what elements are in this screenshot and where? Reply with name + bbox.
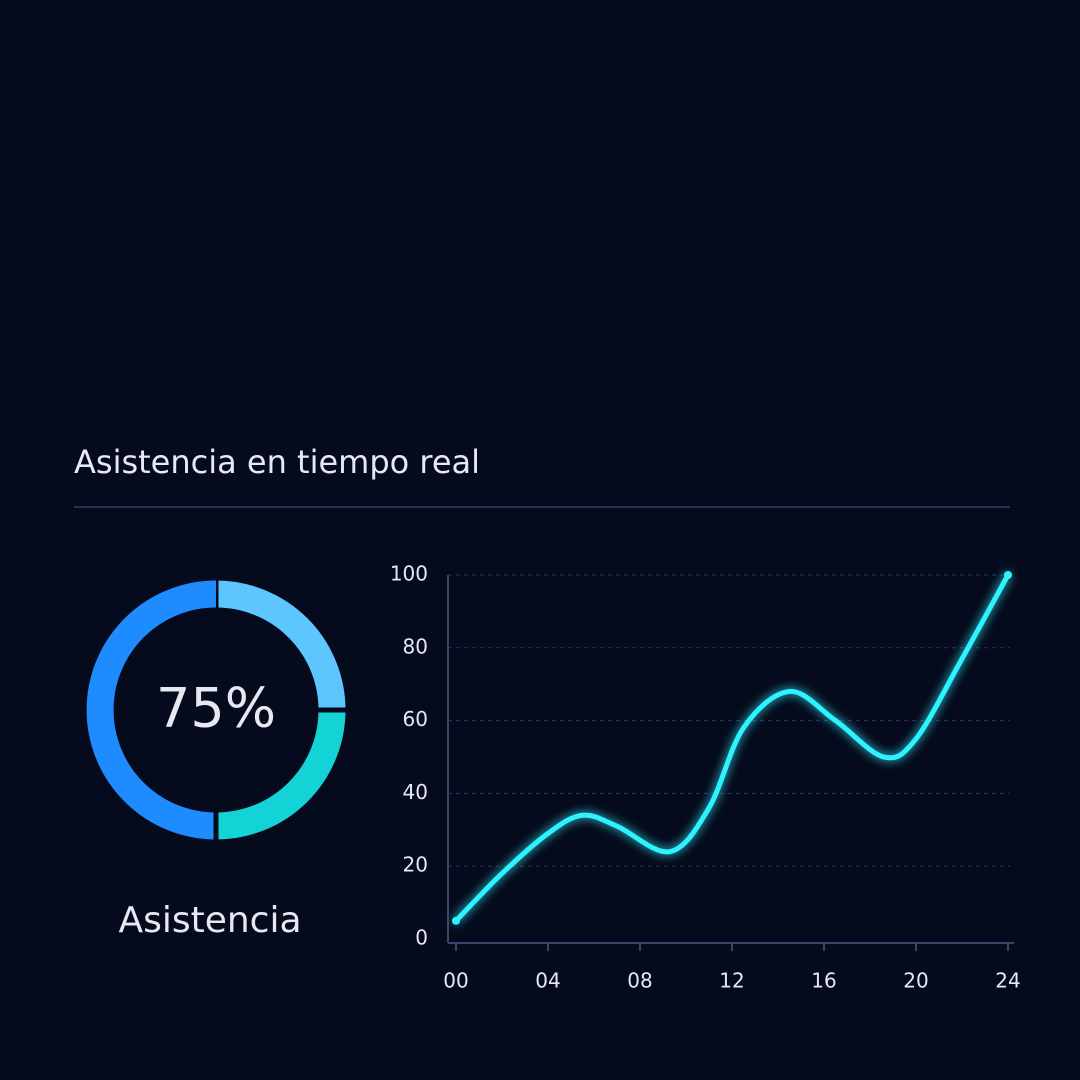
y-tick-label: 20 [403,853,428,877]
x-tick-label: 20 [903,969,928,993]
donut-segment [215,580,346,711]
x-tick-label: 24 [995,969,1020,993]
y-tick-label: 60 [403,707,428,731]
y-tick-label: 40 [403,780,428,804]
end-point [1004,571,1012,579]
line-series [453,572,1011,924]
y-tick-label: 80 [403,634,428,658]
y-tick-label: 0 [415,926,428,950]
end-point [452,916,460,925]
y-tick-label: 100 [390,562,428,586]
x-tick-label: 04 [535,969,560,993]
donut-segment [86,580,217,840]
donut-label: Asistencia [118,900,301,941]
donut-center-text: 75% [156,677,276,740]
x-tick-label: 12 [719,969,744,993]
donut-segment [215,709,346,840]
x-tick-label: 00 [443,969,468,993]
x-tick-label: 16 [811,969,836,993]
page-title: Asistencia en tiempo real [74,443,480,481]
x-tick-label: 08 [627,969,652,993]
